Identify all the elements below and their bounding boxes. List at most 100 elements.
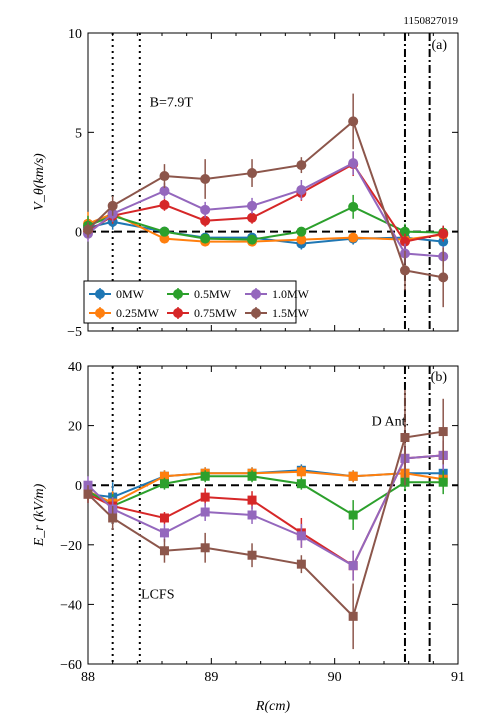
- y-tick-label: 5: [75, 126, 82, 141]
- panel-b-efield-chart: 88 89 90 91 −60 −40 −20 0 20 40 D Ant. LCFS (b) E_r…: [32, 360, 465, 714]
- series-1.5MW: [83, 93, 449, 308]
- x-tick-label: 90: [328, 670, 342, 685]
- legend-item: 1.5MW: [245, 306, 310, 320]
- legend: 0MW 0.25MW 0.5MW 0.75MW 1.0MW 1.5MW: [83, 280, 310, 324]
- y-tick-label: −20: [60, 539, 82, 554]
- data-point: [159, 471, 169, 481]
- data-point: [296, 160, 307, 171]
- legend-item: 0.25MW: [89, 306, 160, 320]
- data-point: [159, 233, 170, 244]
- annotation: LCFS: [141, 587, 174, 602]
- legend-label: 1.0MW: [272, 287, 310, 301]
- data-point: [159, 513, 169, 523]
- data-point: [200, 215, 211, 226]
- legend-swatch-marker: [95, 289, 105, 299]
- data-point: [247, 495, 257, 505]
- data-point: [247, 212, 258, 223]
- panel-a-plot-area: −5 0 5 10 B=7.9T: [67, 27, 459, 340]
- panel-b-plot-area: 88 89 90 91 −60 −40 −20 0 20 40 D Ant. LCFS: [60, 360, 465, 685]
- panel-b-ylabel: E_r (kV/m): [32, 483, 47, 547]
- plot-frame: [87, 365, 459, 665]
- data-point: [200, 174, 211, 185]
- data-point: [296, 226, 307, 237]
- data-point: [348, 611, 358, 621]
- data-point: [348, 510, 358, 520]
- data-point: [296, 184, 307, 195]
- data-point: [247, 471, 257, 481]
- data-point: [348, 201, 359, 212]
- y-tick-label: −5: [67, 325, 82, 340]
- legend-label: 0.25MW: [116, 306, 160, 320]
- data-point: [247, 510, 257, 520]
- data-point: [247, 200, 258, 211]
- data-point: [438, 427, 448, 437]
- data-point: [247, 550, 257, 560]
- data-point: [399, 236, 410, 247]
- legend-item: 1.0MW: [245, 287, 310, 301]
- data-point: [399, 226, 410, 237]
- y-tick-label: −60: [60, 658, 82, 673]
- data-point: [348, 116, 359, 127]
- legend-swatch-marker: [173, 308, 183, 318]
- annotation: B=7.9T: [150, 96, 194, 111]
- data-point: [296, 467, 306, 477]
- legend-label: 1.5MW: [272, 306, 310, 320]
- data-point: [348, 232, 359, 243]
- legend-label: 0.5MW: [194, 287, 232, 301]
- data-point: [247, 168, 258, 179]
- x-tick-label: 91: [451, 670, 465, 685]
- series-1.0MW: [83, 151, 449, 267]
- data-point: [296, 479, 306, 489]
- data-point: [438, 228, 449, 239]
- data-point: [108, 513, 118, 523]
- y-tick-label: −40: [60, 598, 82, 613]
- data-point: [200, 471, 210, 481]
- panel-b-xlabel: R(cm): [255, 699, 291, 714]
- y-tick-label: 10: [68, 27, 82, 42]
- data-point: [438, 272, 449, 283]
- panel-a-label: (a): [431, 38, 447, 53]
- data-point: [159, 528, 169, 538]
- data-point: [296, 531, 306, 541]
- data-point: [159, 479, 169, 489]
- data-point: [438, 477, 448, 487]
- plot-frame: [87, 32, 459, 332]
- data-point: [159, 199, 170, 210]
- data-point: [296, 559, 306, 569]
- legend-box: [83, 280, 297, 324]
- panel-a-velocity-chart: −5 0 5 10 B=7.9T (a) V_θ(km/s) 0MW 0.25MW 0.5M…: [32, 27, 459, 340]
- data-point: [348, 471, 358, 481]
- series-line: [87, 119, 444, 279]
- x-tick-label: 88: [81, 670, 95, 685]
- legend-swatch-marker: [251, 289, 261, 299]
- series-1.0MW: [83, 440, 448, 581]
- data-point: [247, 234, 258, 245]
- data-point: [83, 489, 93, 499]
- data-point: [200, 543, 210, 553]
- legend-label: 0MW: [116, 287, 145, 301]
- series-0MW: [83, 461, 448, 513]
- y-tick-label: 0: [75, 479, 82, 494]
- data-point: [159, 171, 170, 182]
- panel-b-label: (b): [431, 370, 448, 385]
- panel-a-ylabel: V_θ(km/s): [32, 153, 47, 211]
- data-point: [83, 224, 93, 235]
- data-point: [159, 185, 170, 196]
- data-point: [200, 204, 211, 215]
- data-point: [400, 433, 410, 443]
- data-point: [159, 546, 169, 556]
- figure-id-label: 1150827019: [403, 15, 458, 27]
- legend-swatch-marker: [95, 308, 105, 318]
- data-point: [200, 507, 210, 517]
- legend-swatch-marker: [173, 289, 183, 299]
- data-point: [107, 200, 118, 211]
- data-point: [296, 234, 307, 245]
- data-point: [200, 492, 210, 502]
- legend-item: 0.5MW: [167, 287, 232, 301]
- legend-swatch-marker: [251, 308, 261, 318]
- series-1.5MW: [83, 389, 448, 650]
- y-tick-label: 20: [68, 420, 82, 435]
- data-point: [399, 265, 410, 276]
- data-point: [159, 226, 170, 237]
